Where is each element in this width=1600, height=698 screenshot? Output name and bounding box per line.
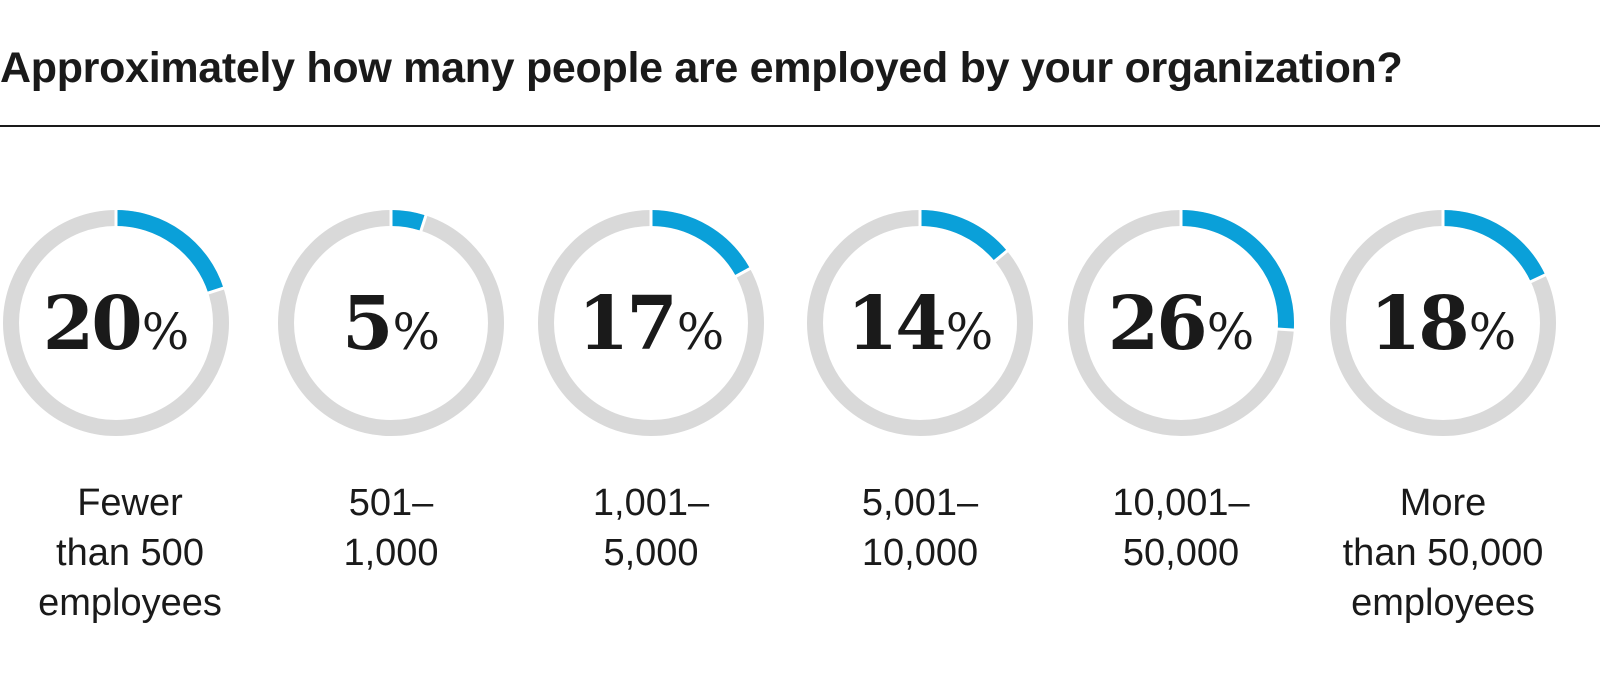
arc-separator — [206, 286, 225, 295]
donut-value-unit: % — [946, 303, 994, 361]
category-label-line: 1,000 — [343, 532, 439, 574]
title-divider — [0, 125, 1600, 127]
donut-value-arc — [650, 210, 751, 277]
donut-value-unit: % — [1469, 303, 1517, 361]
donut-chart-2: 5% — [278, 209, 504, 436]
category-label-10-001-50-000: 10,001– 50,000 — [1051, 478, 1311, 578]
donut-value-arc — [115, 210, 224, 294]
donut-value-label: 18% — [1370, 281, 1517, 367]
arc-separator — [1529, 273, 1547, 284]
category-label-line: More — [1399, 482, 1487, 524]
category-label-line: employees — [38, 582, 222, 624]
donut-value-label: 17% — [578, 281, 725, 367]
category-label-line: 10,000 — [861, 532, 979, 574]
category-label-line: Fewer — [77, 482, 183, 524]
category-label-line: 501– — [348, 482, 434, 524]
donut-value-unit: % — [677, 303, 725, 361]
donut-value-number: 17 — [578, 281, 675, 367]
category-label-fewer-than-500-employees: Fewer than 500 employees — [0, 478, 260, 628]
category-label-line: than 500 — [56, 532, 204, 574]
donut-chart-6: 18% — [1330, 209, 1556, 436]
category-label-501-1-000: 501– 1,000 — [261, 478, 521, 578]
donut-value-label: 20% — [43, 281, 190, 367]
arc-separator — [993, 249, 1009, 263]
arc-separator — [1276, 327, 1295, 332]
donut-value-number: 18 — [1370, 281, 1467, 367]
donut-value-number: 5 — [342, 281, 391, 367]
donut-chart-1: 20% — [3, 209, 229, 436]
arc-separator — [734, 266, 752, 279]
donut-value-unit: % — [1207, 303, 1255, 361]
donut-track — [278, 210, 504, 436]
donut-value-arc — [1180, 210, 1294, 331]
donut-chart-5: 26% — [1068, 209, 1295, 436]
category-label-1-001-5-000: 1,001– 5,000 — [521, 478, 781, 578]
category-label-line: 50,000 — [1122, 532, 1240, 574]
arc-separator — [419, 214, 428, 233]
donut-value-unit: % — [142, 303, 190, 361]
donut-chart-4: 14% — [807, 209, 1033, 436]
donut-chart-3: 17% — [538, 209, 764, 436]
donut-value-label: 26% — [1108, 281, 1255, 367]
category-label-line: 5,001– — [861, 482, 979, 524]
donut-value-arc — [919, 210, 1008, 262]
chart-title: Approximately how many people are employ… — [0, 44, 1403, 92]
donut-value-arc — [390, 210, 426, 231]
donut-value-arc — [1442, 210, 1546, 282]
category-label-line: 1,001– — [592, 482, 710, 524]
donut-value-number: 20 — [43, 281, 140, 367]
donut-value-number: 26 — [1108, 281, 1205, 367]
donut-value-unit: % — [392, 303, 440, 361]
donut-value-label: 5% — [342, 281, 440, 367]
category-label-5-001-10-000: 5,001– 10,000 — [790, 478, 1050, 578]
category-label-more-than-50-000-employees: More than 50,000 employees — [1313, 478, 1573, 628]
category-label-line: employees — [1351, 582, 1535, 624]
donut-value-number: 14 — [847, 281, 944, 367]
donut-value-label: 14% — [847, 281, 994, 367]
category-label-line: 10,001– — [1112, 482, 1250, 524]
category-label-line: than 50,000 — [1342, 532, 1544, 574]
category-label-line: 5,000 — [603, 532, 699, 574]
